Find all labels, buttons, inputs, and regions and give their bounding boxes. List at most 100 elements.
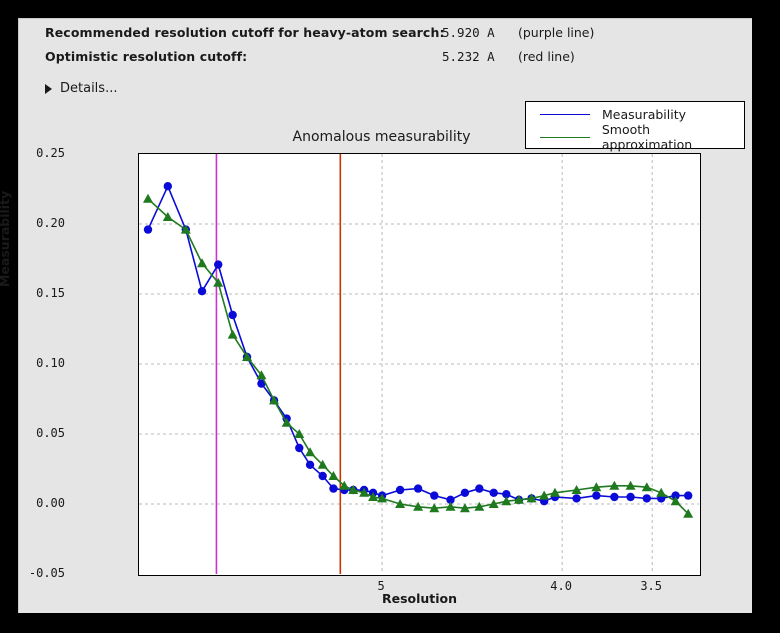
y-axis-label: Measurability	[0, 190, 12, 287]
y-tick-label: 0.15	[36, 286, 65, 300]
data-point	[197, 258, 208, 268]
data-point	[429, 503, 440, 513]
data-point	[430, 491, 439, 500]
y-tick-label: 0.20	[36, 216, 65, 230]
data-point	[488, 499, 499, 508]
data-point	[227, 329, 238, 339]
data-point	[143, 193, 154, 203]
anomalous-measurability-chart: Anomalous measurability Measurability Re…	[0, 19, 753, 614]
y-tick-label: 0.00	[36, 496, 65, 510]
data-point	[641, 482, 652, 492]
legend-label-measurability: Measurability	[602, 106, 687, 122]
data-point	[683, 491, 693, 500]
legend-swatch-smooth	[540, 136, 590, 138]
legend-item-measurability: Measurability	[526, 102, 686, 126]
data-point	[571, 485, 582, 494]
data-point	[348, 485, 359, 494]
data-point	[228, 310, 237, 320]
data-point	[489, 488, 498, 497]
data-point	[642, 494, 651, 503]
data-point	[339, 480, 350, 490]
plot-area	[138, 153, 701, 576]
data-point	[242, 352, 253, 361]
data-point	[656, 487, 667, 497]
data-point	[213, 277, 224, 287]
x-tick-label: 4.0	[550, 579, 572, 593]
data-point	[256, 370, 267, 380]
y-tick-label: -0.05	[28, 566, 65, 580]
data-point	[572, 494, 581, 503]
data-point	[610, 492, 619, 502]
y-tick-label: 0.10	[36, 356, 65, 370]
details-label: Details...	[60, 81, 118, 96]
recommended-cutoff-label: Recommended resolution cutoff for heavy-…	[45, 25, 445, 40]
data-point	[549, 487, 560, 497]
data-point	[368, 492, 379, 501]
data-point	[671, 491, 680, 500]
data-point	[329, 484, 338, 493]
data-point	[328, 471, 339, 480]
data-point	[377, 493, 388, 503]
data-point	[501, 496, 512, 506]
data-point	[513, 494, 524, 504]
triangle-right-icon	[45, 83, 52, 94]
data-point	[318, 471, 327, 481]
data-point	[526, 493, 537, 503]
data-point	[305, 460, 315, 469]
data-point	[670, 496, 681, 506]
data-point	[295, 443, 304, 453]
x-axis-label: Resolution	[381, 591, 458, 606]
data-point	[591, 482, 602, 492]
data-point	[294, 429, 305, 438]
data-point	[625, 480, 636, 490]
x-tick-label: 5	[377, 579, 385, 593]
x-tick-label: 3.5	[640, 579, 663, 593]
optimistic-cutoff-label: Optimistic resolution cutoff:	[45, 49, 248, 64]
data-point	[305, 447, 316, 457]
y-tick-label: 0.05	[36, 426, 65, 440]
legend-item-smooth: Smooth approximation	[526, 122, 744, 152]
optimistic-cutoff-row: Optimistic resolution cutoff: 5.232 A (r…	[45, 49, 665, 73]
data-point	[413, 484, 423, 493]
data-point	[474, 501, 485, 511]
chart-legend: Measurability Smooth approximation	[525, 101, 745, 152]
legend-swatch-measurability	[540, 113, 590, 115]
data-point	[446, 495, 455, 504]
data-point	[459, 503, 470, 513]
data-point	[359, 487, 370, 497]
data-point	[281, 417, 292, 427]
chart-title: Anomalous measurability	[292, 129, 471, 145]
data-point	[502, 490, 511, 499]
data-point	[413, 501, 424, 511]
data-point	[395, 499, 406, 508]
data-point	[269, 395, 280, 405]
recommended-cutoff-row: Recommended resolution cutoff for heavy-…	[45, 25, 665, 49]
data-point	[475, 484, 484, 493]
data-point	[609, 480, 620, 490]
data-point	[214, 260, 223, 269]
optimistic-cutoff-note: (red line)	[518, 49, 575, 64]
data-point	[180, 224, 191, 234]
data-point	[460, 488, 470, 497]
data-point	[197, 287, 207, 296]
data-point	[539, 490, 550, 500]
data-point	[143, 225, 153, 234]
data-point	[592, 491, 601, 500]
series-line-smooth	[147, 198, 689, 515]
series-line-measurability	[147, 184, 689, 503]
data-point	[162, 212, 173, 221]
data-point	[317, 459, 328, 469]
result-panel: Recommended resolution cutoff for heavy-…	[0, 18, 753, 614]
data-point	[626, 492, 635, 502]
recommended-cutoff-note: (purple line)	[518, 25, 595, 40]
recommended-cutoff-value: 5.920 A	[442, 25, 495, 40]
optimistic-cutoff-value: 5.232 A	[442, 49, 495, 64]
cutoff-info-block: Recommended resolution cutoff for heavy-…	[45, 25, 665, 73]
data-point	[163, 182, 173, 191]
y-tick-label: 0.25	[36, 146, 65, 160]
details-disclosure[interactable]: Details...	[45, 81, 117, 96]
data-point	[257, 379, 266, 388]
data-point	[683, 508, 694, 518]
plot-svg	[139, 154, 699, 574]
legend-label-smooth: Smooth approximation	[601, 122, 693, 152]
